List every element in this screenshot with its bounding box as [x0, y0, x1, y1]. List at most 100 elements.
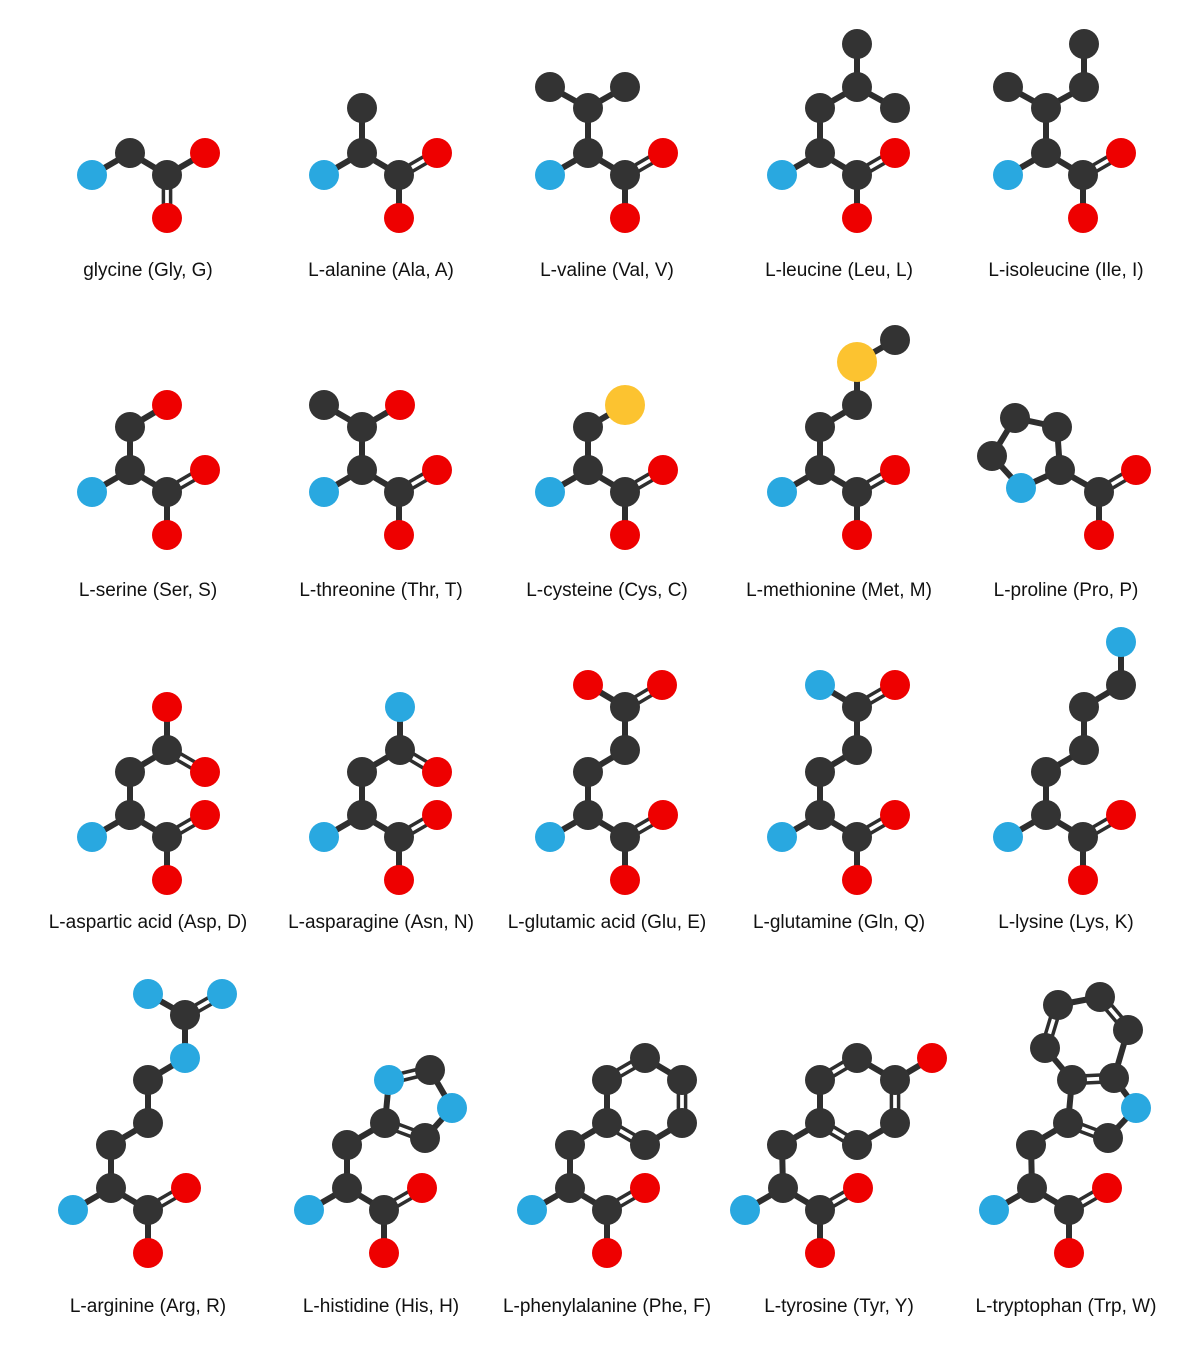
carbon-atom — [152, 822, 182, 852]
carbon-atom — [1000, 403, 1030, 433]
carbon-atom — [115, 412, 145, 442]
oxygen-atom — [133, 1238, 163, 1268]
carbon-atom — [1042, 412, 1072, 442]
oxygen-atom — [1068, 203, 1098, 233]
oxygen-atom — [647, 670, 677, 700]
carbon-atom — [1068, 822, 1098, 852]
nitrogen-atom — [767, 160, 797, 190]
carbon-atom — [880, 1065, 910, 1095]
nitrogen-atom — [535, 160, 565, 190]
carbon-atom — [170, 1000, 200, 1030]
nitrogen-atom — [374, 1065, 404, 1095]
oxygen-atom — [190, 757, 220, 787]
carbon-atom — [115, 455, 145, 485]
carbon-atom — [667, 1065, 697, 1095]
molecule-label: L-histidine (His, H) — [302, 1296, 460, 1317]
molecule-label: L-alanine (Ala, A) — [308, 260, 454, 281]
oxygen-atom — [843, 1173, 873, 1203]
carbon-atom — [842, 822, 872, 852]
carbon-atom — [384, 477, 414, 507]
carbon-atom — [610, 160, 640, 190]
oxygen-atom — [407, 1173, 437, 1203]
molecule-label: L-leucine (Leu, L) — [765, 260, 913, 281]
carbon-atom — [1069, 692, 1099, 722]
carbon-atom — [1069, 735, 1099, 765]
oxygen-atom — [152, 692, 182, 722]
molecule-label: L-isoleucine (Ile, I) — [988, 260, 1144, 281]
nitrogen-atom — [767, 477, 797, 507]
molecule-label: L-glutamic acid (Glu, E) — [507, 912, 707, 933]
oxygen-atom — [1084, 520, 1114, 550]
molecule-label: L-asparagine (Asn, N) — [288, 912, 474, 933]
carbon-atom — [805, 93, 835, 123]
carbon-atom — [573, 93, 603, 123]
carbon-atom — [115, 800, 145, 830]
nitrogen-atom — [77, 477, 107, 507]
carbon-atom — [842, 477, 872, 507]
oxygen-atom — [1092, 1173, 1122, 1203]
carbon-atom — [347, 93, 377, 123]
carbon-atom — [1054, 1195, 1084, 1225]
oxygen-atom — [610, 203, 640, 233]
carbon-atom — [332, 1173, 362, 1203]
nitrogen-atom — [535, 822, 565, 852]
carbon-atom — [805, 800, 835, 830]
carbon-atom — [842, 735, 872, 765]
carbon-atom — [1030, 1033, 1060, 1063]
carbon-atom — [1069, 72, 1099, 102]
carbon-atom — [555, 1130, 585, 1160]
oxygen-atom — [422, 800, 452, 830]
molecule-label: L-phenylalanine (Phe, F) — [502, 1296, 712, 1317]
oxygen-atom — [880, 800, 910, 830]
carbon-atom — [1053, 1108, 1083, 1138]
carbon-atom — [842, 692, 872, 722]
carbon-atom — [152, 477, 182, 507]
nitrogen-atom — [58, 1195, 88, 1225]
carbon-atom — [410, 1123, 440, 1153]
carbon-atom — [1031, 757, 1061, 787]
carbon-atom — [96, 1173, 126, 1203]
carbon-atom — [573, 412, 603, 442]
carbon-atom — [1017, 1173, 1047, 1203]
carbon-atom — [152, 735, 182, 765]
carbon-atom — [805, 412, 835, 442]
oxygen-atom — [1106, 138, 1136, 168]
carbon-atom — [133, 1195, 163, 1225]
carbon-atom — [555, 1173, 585, 1203]
carbon-atom — [842, 29, 872, 59]
carbon-atom — [880, 325, 910, 355]
nitrogen-atom — [805, 670, 835, 700]
carbon-atom — [347, 455, 377, 485]
carbon-atom — [630, 1130, 660, 1160]
carbon-atom — [369, 1195, 399, 1225]
molecule-label: L-glutamine (Gln, Q) — [752, 912, 926, 933]
oxygen-atom — [1054, 1238, 1084, 1268]
carbon-atom — [842, 72, 872, 102]
oxygen-atom — [152, 865, 182, 895]
carbon-atom — [1085, 982, 1115, 1012]
carbon-atom — [592, 1195, 622, 1225]
sulfur-atom — [837, 342, 877, 382]
oxygen-atom — [648, 138, 678, 168]
oxygen-atom — [152, 203, 182, 233]
nitrogen-atom — [309, 822, 339, 852]
sulfur-atom — [605, 385, 645, 425]
carbon-atom — [573, 757, 603, 787]
carbon-atom — [805, 1065, 835, 1095]
carbon-atom — [535, 72, 565, 102]
molecule-label: L-cysteine (Cys, C) — [526, 580, 688, 601]
carbon-atom — [347, 800, 377, 830]
carbon-atom — [805, 455, 835, 485]
oxygen-atom — [190, 455, 220, 485]
oxygen-atom — [384, 203, 414, 233]
carbon-atom — [805, 1108, 835, 1138]
oxygen-atom — [1068, 865, 1098, 895]
oxygen-atom — [369, 1238, 399, 1268]
carbon-atom — [1031, 93, 1061, 123]
nitrogen-atom — [309, 160, 339, 190]
carbon-atom — [842, 390, 872, 420]
carbon-atom — [1113, 1015, 1143, 1045]
oxygen-atom — [880, 670, 910, 700]
carbon-atom — [767, 1130, 797, 1160]
carbon-atom — [610, 72, 640, 102]
